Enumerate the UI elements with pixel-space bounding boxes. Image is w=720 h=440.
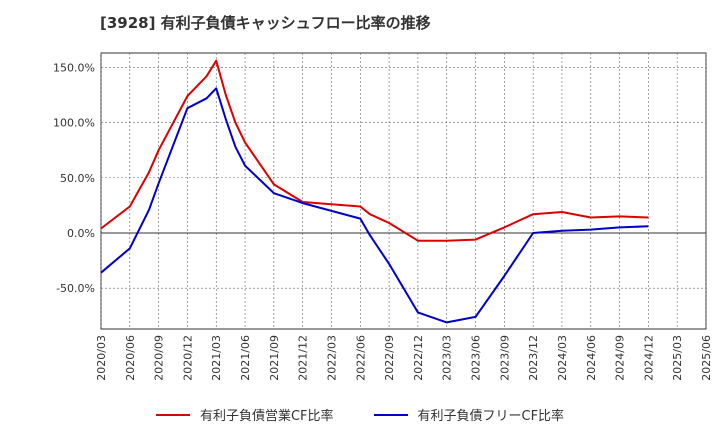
x-tick-label: 2023/03: [441, 335, 454, 381]
y-axis-ticks: 150.0% 100.0% 50.0% 0.0% -50.0%: [53, 61, 95, 295]
x-tick-label: 2025/03: [671, 335, 684, 381]
legend: 有利子負債営業CF比率 有利子負債フリーCF比率: [0, 405, 720, 424]
legend-label: 有利子負債フリーCF比率: [417, 409, 565, 424]
x-tick-label: 2024/12: [642, 335, 655, 381]
series-line-operating-cf: [100, 59, 649, 242]
legend-item-operating-cf: 有利子負債営業CF比率: [155, 405, 334, 424]
x-tick-label: 2023/09: [498, 335, 511, 381]
x-tick-label: 2020/03: [95, 335, 108, 381]
legend-swatch-blue: [373, 413, 408, 416]
x-tick-label: 2021/12: [297, 335, 310, 381]
chart-area: 150.0%100.0%50.0%0.0%-50.0% 2020/03 2020/…: [53, 52, 713, 381]
x-tick-label: 2020/12: [181, 335, 194, 381]
legend-swatch-red: [155, 413, 190, 416]
x-tick-label: 2021/03: [210, 335, 223, 381]
x-tick-label: 2022/09: [383, 335, 396, 381]
x-tick-label: 2022/12: [412, 335, 425, 381]
x-axis-ticks: 2020/03 2020/06 2020/09 2020/12 2021/03 2021/…: [95, 335, 713, 381]
y-tick-label: 100.0%: [53, 117, 95, 130]
x-tick-label: 2025/06: [700, 335, 713, 381]
x-tick-label: 2021/06: [239, 335, 252, 381]
x-tick-label: 2024/03: [556, 335, 569, 381]
legend-label: 有利子負債営業CF比率: [199, 409, 334, 424]
x-tick-label: 2021/09: [268, 335, 281, 381]
x-tick-label: 2024/06: [585, 335, 598, 381]
x-tick-label: 2023/12: [527, 335, 540, 381]
chart-title: [3928] 有利子負債キャッシュフロー比率の推移: [100, 14, 431, 32]
x-tick-label: 2022/06: [354, 335, 367, 381]
grid-vertical: [100, 53, 707, 329]
x-tick-label: 2022/03: [325, 335, 338, 381]
y-tick-label: -50.0%: [56, 282, 95, 295]
y-tick-label: 0.0%: [67, 227, 95, 240]
y-tick-label: 150.0%: [53, 61, 95, 74]
x-tick-label: 2023/06: [470, 335, 483, 381]
y-tick-label: 50.0%: [60, 172, 95, 185]
series-line-free-cf: [100, 87, 649, 324]
x-tick-label: 2024/09: [614, 335, 627, 381]
series-lines: [100, 59, 649, 324]
legend-item-free-cf: 有利子負債フリーCF比率: [373, 405, 565, 424]
x-tick-label: 2020/09: [153, 335, 166, 381]
x-tick-label: 2020/06: [124, 335, 137, 381]
